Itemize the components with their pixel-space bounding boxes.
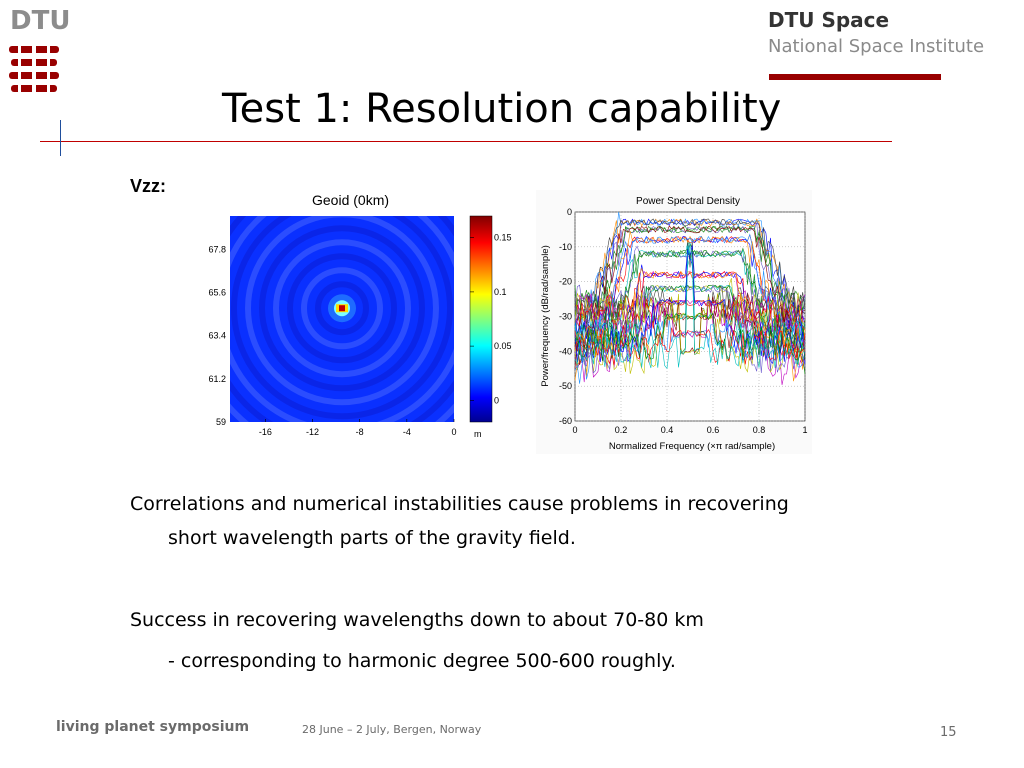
geoid-ripple xyxy=(231,216,453,420)
title-divider xyxy=(40,141,892,142)
psd-xlabel: Normalized Frequency (×π rad/sample) xyxy=(609,441,775,452)
psd-y-tick: -10 xyxy=(559,242,572,252)
psd-y-tick: -50 xyxy=(559,381,572,391)
figure-label: Vzz: xyxy=(130,176,166,196)
brand-title: DTU Space xyxy=(768,8,890,32)
geoid-y-tick: 59 xyxy=(216,417,226,427)
geoid-ripple xyxy=(301,267,383,350)
psd-series-line xyxy=(574,327,806,365)
psd-series-line xyxy=(574,294,806,329)
colorbar-tick: 0.15 xyxy=(494,233,512,243)
geoid-y-tick: 65.6 xyxy=(208,288,226,298)
footer-date: 28 June – 2 July, Bergen, Norway xyxy=(302,723,482,736)
colorbar-tick: 0.05 xyxy=(494,341,512,351)
paragraph-correlations: Correlations and numerical instabilities… xyxy=(130,487,950,555)
psd-y-tick: 0 xyxy=(567,207,572,217)
colorbar-tick: 0.1 xyxy=(494,287,507,297)
geoid-heatmap: Geoid (0km) -16 -12 -8 -4 0 67.8 65.6 63.4 61.2… xyxy=(208,192,512,439)
dtu-logo-icon xyxy=(9,44,59,94)
psd-series-line xyxy=(574,293,806,338)
psd-line-chart: Power Spectral Density 0 0.2 0.4 0.6 0.8 1 0-… xyxy=(536,190,812,454)
psd-x-tick: 0.2 xyxy=(615,425,628,435)
geoid-ripple xyxy=(245,216,439,406)
paragraph-line: Correlations and numerical instabilities… xyxy=(130,493,789,515)
psd-x-tick: 0.4 xyxy=(661,425,674,435)
geoid-ripple xyxy=(273,239,411,378)
psd-series-line xyxy=(574,247,806,351)
geoid-x-tick: -8 xyxy=(356,427,364,437)
psd-title: Power Spectral Density xyxy=(636,196,740,207)
psd-y-tick: -30 xyxy=(559,312,572,322)
psd-series-line xyxy=(574,225,806,316)
geoid-x-tick: -16 xyxy=(259,427,272,437)
psd-series-line xyxy=(574,233,806,384)
geoid-ripple xyxy=(315,281,369,336)
colorbar xyxy=(469,215,493,423)
dtu-logo-text: DTU xyxy=(10,6,71,36)
psd-x-tick: 0.6 xyxy=(707,425,720,435)
psd-ylabel: Power/frequency (dB/rad/sample) xyxy=(540,245,551,387)
paragraph-success: Success in recovering wavelengths down t… xyxy=(130,609,704,631)
geoid-peak xyxy=(339,305,345,312)
psd-y-tick: -40 xyxy=(559,346,572,356)
psd-x-tick: 0 xyxy=(572,425,577,435)
psd-series-line xyxy=(574,218,806,325)
page-number: 15 xyxy=(940,725,957,740)
geoid-ripple xyxy=(259,225,425,392)
title-marker xyxy=(60,120,61,156)
colorbar-unit: m xyxy=(474,429,482,439)
psd-series-line xyxy=(574,242,806,370)
psd-x-tick: 0.8 xyxy=(753,425,766,435)
geoid-y-tick: 67.8 xyxy=(208,244,226,254)
geoid-ripple xyxy=(287,253,397,364)
colorbar-tick: 0 xyxy=(494,395,499,405)
psd-series-line xyxy=(574,284,806,356)
paragraph-line: short wavelength parts of the gravity fi… xyxy=(168,527,576,549)
brand-subtitle: National Space Institute xyxy=(768,36,985,57)
psd-x-tick: 1 xyxy=(802,425,807,435)
geoid-y-tick: 63.4 xyxy=(208,331,226,341)
psd-series-line xyxy=(574,225,806,370)
geoid-x-tick: -4 xyxy=(403,427,411,437)
psd-series-line xyxy=(574,284,806,374)
slide-title: Test 1: Resolution capability xyxy=(222,86,782,132)
geoid-title: Geoid (0km) xyxy=(312,192,389,208)
geoid-x-tick: -12 xyxy=(306,427,319,437)
geoid-y-tick: 61.2 xyxy=(208,374,226,384)
footer-event: living planet symposium xyxy=(56,719,250,735)
brand-accent-bar xyxy=(769,74,941,80)
psd-y-tick: -60 xyxy=(559,416,572,426)
psd-y-tick: -20 xyxy=(559,277,572,287)
psd-series-line xyxy=(574,225,806,375)
psd-series-line xyxy=(574,290,806,355)
paragraph-harmonic: - corresponding to harmonic degree 500-6… xyxy=(168,650,676,672)
geoid-x-tick: 0 xyxy=(451,427,456,437)
